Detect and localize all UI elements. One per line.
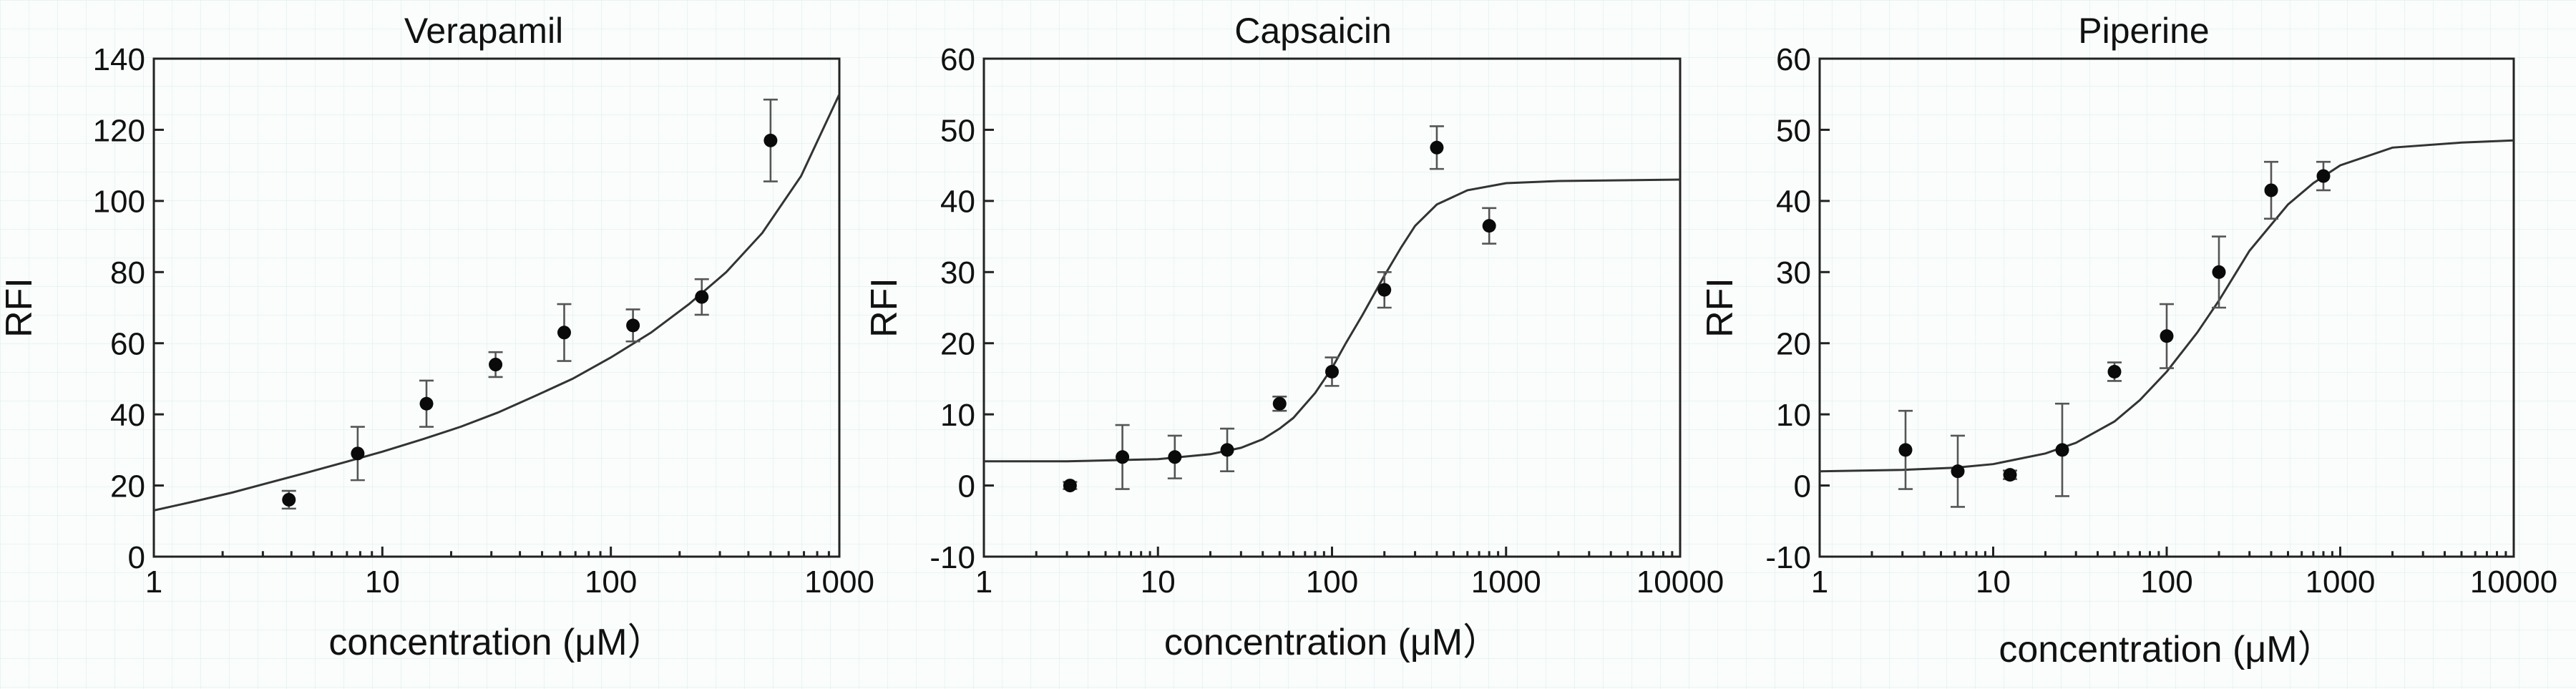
data-point [1482,219,1496,233]
data-point [2107,364,2122,378]
x-tick-label: 100 [1306,565,1358,600]
chart-panel-capsaicin: Capsaicin -10 0 10 20 30 40 50 60 1 10 100 1000 10000… [864,11,1724,663]
y-tick-label: 20 [1776,327,1811,362]
x-tick-label: 1000 [1471,565,1541,600]
x-axis-label: concentration (μM） [1164,622,1500,663]
x-tick-label: 1000 [2306,565,2376,600]
x-tick-label: 1 [145,565,162,600]
x-tick-label: 1 [975,565,992,600]
data-point [557,326,571,340]
data-point [2003,468,2017,482]
x-tick-label: 100 [585,565,637,600]
plot-frame [152,57,841,558]
y-tick-label: 100 [93,185,145,220]
x-axis-label: concentration (μM） [328,622,664,663]
chart-title: Verapamil [404,11,563,51]
y-axis-label: RFI [1699,278,1741,338]
data-point [1272,396,1287,411]
fit-curve [1820,139,2514,473]
chart-title: Piperine [2078,11,2209,51]
y-tick-label: 50 [940,113,975,148]
data-point [282,492,296,507]
data-point [763,133,778,147]
y-tick-label: 10 [940,398,975,433]
fit-curve [984,178,1680,463]
y-tick-label: 30 [1776,255,1811,290]
data-point [695,290,709,304]
y-tick-label: 0 [958,469,975,504]
y-tick-label: 40 [110,398,145,433]
chart-panel-piperine: Piperine -10 0 10 20 30 40 50 60 1 10 100 1000 10000 c… [1699,11,2557,670]
y-tick-label: 60 [1776,42,1811,77]
y-tick-label: 10 [1776,398,1811,433]
x-tick-label: 10 [1141,565,1176,600]
y-axis-label: RFI [864,278,905,338]
data-point [2160,329,2174,343]
y-tick-label: 40 [940,185,975,220]
data-point [1116,450,1130,464]
y-tick-label: 60 [940,42,975,77]
y-tick-label: 140 [93,42,145,77]
plot-frame [982,57,1682,558]
y-tick-label: 40 [1776,185,1811,220]
data-point [419,396,434,411]
y-tick-label: 0 [128,540,145,575]
chart-title: Capsaicin [1234,11,1392,51]
data-point [2316,169,2331,183]
y-tick-label: 120 [93,113,145,148]
data-point [2264,183,2278,197]
data-point [1168,450,1182,464]
y-tick-label: 30 [940,255,975,290]
data-point [1430,140,1444,155]
y-tick-label: 50 [1776,113,1811,148]
x-axis-label: concentration (μM） [1999,629,2334,670]
y-tick-label: -10 [1765,540,1811,575]
y-tick-label: 80 [110,255,145,290]
data-point [489,358,503,372]
data-point [2055,443,2069,457]
chart-panel-verapamil: Verapamil 0 20 40 60 80 100 120 140 1 10 100 1000 con… [0,11,874,663]
data-point [2212,265,2226,279]
data-point [351,446,365,461]
data-point [1325,364,1339,378]
y-tick-label: 0 [1794,469,1811,504]
y-tick-label: 20 [110,469,145,504]
x-tick-label: 1 [1811,565,1828,600]
data-point [1377,283,1392,297]
y-axis-label: RFI [0,278,40,338]
x-tick-label: 10000 [1636,565,1724,600]
y-tick-label: 20 [940,327,975,362]
x-tick-label: 10000 [2470,565,2557,600]
x-tick-label: 10 [365,565,400,600]
data-point [1063,479,1077,493]
x-tick-label: 1000 [804,565,874,600]
data-point [1898,443,1913,457]
fit-curve [154,94,839,512]
data-point [1951,464,1965,479]
x-tick-label: 100 [2140,565,2192,600]
data-point [1220,443,1234,457]
x-tick-label: 10 [1976,565,2011,600]
y-tick-label: 60 [110,327,145,362]
data-point [626,318,640,333]
y-tick-label: -10 [930,540,975,575]
